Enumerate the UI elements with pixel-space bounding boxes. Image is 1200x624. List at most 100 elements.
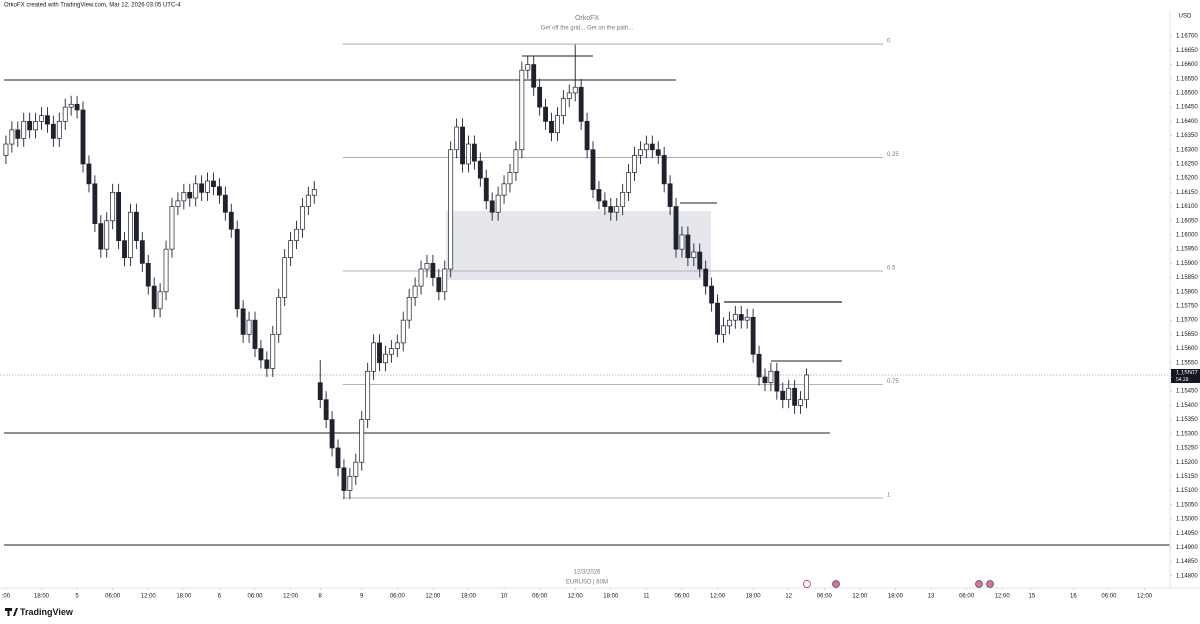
candle-body <box>460 126 465 165</box>
y-tick-label: 1.16050 <box>1176 218 1198 224</box>
candle-body <box>436 277 442 293</box>
y-tick-label: 1.16650 <box>1176 48 1198 54</box>
y-tick-label: 1.15850 <box>1176 275 1198 281</box>
y-tick-label: 1.16100 <box>1176 204 1198 210</box>
y-tick-label: 1.16500 <box>1176 91 1198 97</box>
y-tick-label: 1.15050 <box>1176 502 1198 508</box>
candle-body <box>738 314 744 321</box>
candle-body <box>329 419 335 449</box>
candle-body <box>288 240 293 259</box>
y-tick-label: 1.15950 <box>1176 247 1198 253</box>
watermark-date: 12/3/2026 <box>574 570 601 576</box>
y-tick-label: 1.15600 <box>1176 346 1198 352</box>
candle-body <box>620 191 626 207</box>
candle-body <box>798 399 803 406</box>
candle-body <box>377 342 382 364</box>
x-tick-label: 06:00 <box>105 594 121 600</box>
fib-label: 0.75 <box>887 379 899 385</box>
last-price: 1.15507 <box>1176 371 1198 377</box>
x-tick-label: 12:00 <box>710 594 726 600</box>
x-tick-label: 18:00 <box>34 594 50 600</box>
candle-body <box>638 149 643 156</box>
candle-body <box>371 342 377 372</box>
x-tick-label: 18:00 <box>603 594 619 600</box>
candle-body <box>537 86 543 108</box>
currency[interactable]: USD <box>1179 14 1192 20</box>
y-tick-label: 1.15400 <box>1176 403 1198 409</box>
x-tick-label: 11 <box>643 594 650 600</box>
brand: TradingView <box>20 607 74 617</box>
candle-body <box>86 163 92 185</box>
candle-body <box>661 155 667 185</box>
candle-body <box>525 64 531 71</box>
candle-body <box>614 206 620 213</box>
y-tick-label: 1.14850 <box>1176 559 1198 565</box>
candle-body <box>732 314 738 321</box>
candle-body <box>264 359 270 369</box>
candle-body <box>187 191 193 199</box>
candle-body <box>62 106 68 122</box>
candle-body <box>56 120 62 139</box>
candle-body <box>519 69 525 151</box>
candle-body <box>216 186 222 196</box>
x-tick-label: 12:00 <box>852 594 868 600</box>
candle-body <box>252 319 258 349</box>
y-tick-label: 1.16150 <box>1176 190 1198 196</box>
y-tick-label: 1.16000 <box>1176 233 1198 239</box>
candle-body <box>543 106 548 122</box>
y-tick-label: 1.15550 <box>1176 360 1198 366</box>
candle-body <box>270 334 276 369</box>
candle-body <box>400 319 406 344</box>
candle-body <box>151 285 157 310</box>
candle-body <box>317 382 323 401</box>
candle-body <box>578 86 584 122</box>
x-tick-label: 8 <box>319 594 323 600</box>
y-tick-label: 1.15900 <box>1176 261 1198 267</box>
candle-body <box>489 200 495 213</box>
fib-label: 0 <box>887 39 891 45</box>
symbol: EURUSD | 60M <box>566 580 608 586</box>
candle-body <box>632 155 637 173</box>
logo-icon <box>5 608 18 616</box>
candle-body <box>424 263 430 270</box>
event-icon[interactable] <box>986 580 994 588</box>
candle-body <box>560 98 566 117</box>
candle-body <box>750 316 756 355</box>
candle-body <box>92 183 98 224</box>
candle-body <box>122 240 127 259</box>
candle-body <box>715 302 720 335</box>
candle-body <box>394 342 400 349</box>
x-tick-label: 06:00 <box>959 594 975 600</box>
x-tick-label: 15 <box>1028 594 1035 600</box>
x-tick-label: 12:00 <box>283 594 299 600</box>
candle-body <box>572 86 578 94</box>
candle-body <box>294 228 299 241</box>
y-tick-label: 1.16200 <box>1176 176 1198 182</box>
candle-body <box>691 251 697 259</box>
candle-body <box>495 194 501 213</box>
chart-subtitle: Get off the grid... Get on the path... <box>541 26 634 32</box>
candle-body <box>116 191 122 241</box>
candle-body <box>211 180 216 188</box>
candle-body <box>222 194 228 213</box>
event-icon[interactable] <box>803 580 811 588</box>
candle-body <box>311 189 317 196</box>
candle-body <box>353 461 359 477</box>
candle-body <box>649 143 655 151</box>
candle-body <box>762 376 768 383</box>
candle-body <box>175 200 181 207</box>
candle-body <box>228 211 234 230</box>
y-tick-label: 1.15650 <box>1176 332 1198 338</box>
x-tick-label: 06:00 <box>390 594 406 600</box>
candle-body <box>240 308 246 335</box>
candle-body <box>300 206 305 230</box>
event-icon[interactable] <box>832 580 840 588</box>
candle-body <box>412 285 418 298</box>
price-badge <box>1171 369 1200 383</box>
y-tick-label: 1.15800 <box>1176 289 1198 295</box>
y-tick-label: 1.16600 <box>1176 62 1198 68</box>
candle-body <box>673 206 679 250</box>
event-icon[interactable] <box>975 580 983 588</box>
candle-body <box>347 476 353 491</box>
